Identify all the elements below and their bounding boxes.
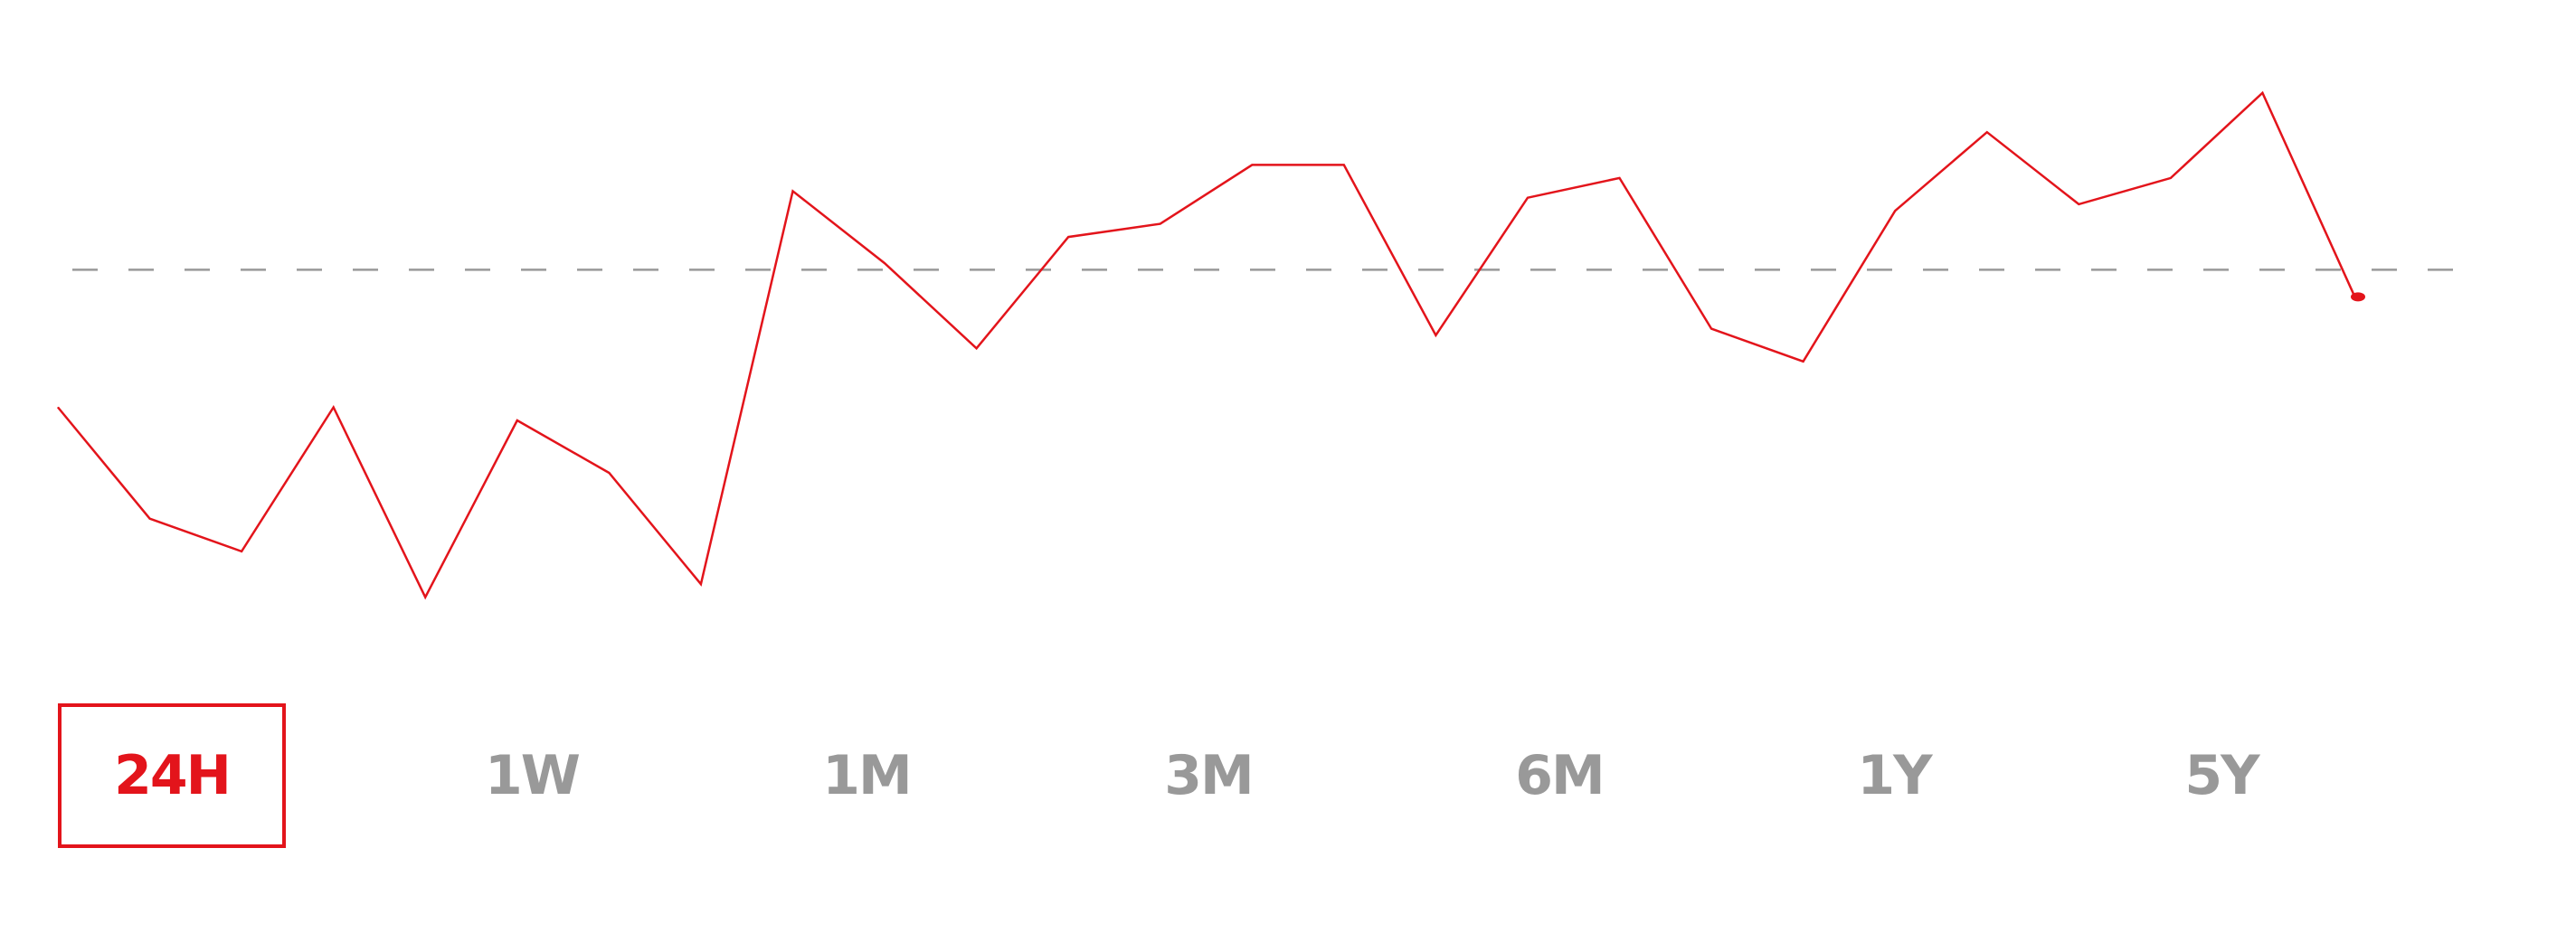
data-point (1894, 210, 1896, 212)
data-point (700, 583, 702, 585)
data-point (424, 597, 426, 598)
data-point (1986, 131, 1988, 133)
data-point (149, 518, 151, 520)
data-point (57, 407, 59, 409)
tab-1w[interactable]: 1W (485, 744, 581, 807)
data-point (1803, 361, 1804, 363)
data-point (2261, 92, 2263, 94)
data-point (2170, 177, 2172, 179)
data-point (791, 190, 793, 192)
end-point-marker (2351, 292, 2365, 302)
data-point (516, 419, 518, 421)
tab-5y[interactable]: 5Y (2184, 744, 2259, 807)
data-point (1527, 197, 1529, 199)
data-point (1710, 328, 1712, 330)
tab-3m[interactable]: 3M (1164, 744, 1254, 807)
data-point (1619, 177, 1621, 179)
tab-1m[interactable]: 1M (822, 744, 912, 807)
series-line (57, 90, 2356, 600)
data-point (333, 407, 335, 409)
data-point (884, 262, 886, 264)
tab-1y[interactable]: 1Y (1857, 744, 1932, 807)
data-point (976, 347, 978, 349)
tab-6m[interactable]: 6M (1515, 744, 1605, 807)
tab-24h[interactable]: 24H (58, 703, 286, 848)
data-point (1067, 236, 1069, 238)
data-point (608, 472, 610, 474)
